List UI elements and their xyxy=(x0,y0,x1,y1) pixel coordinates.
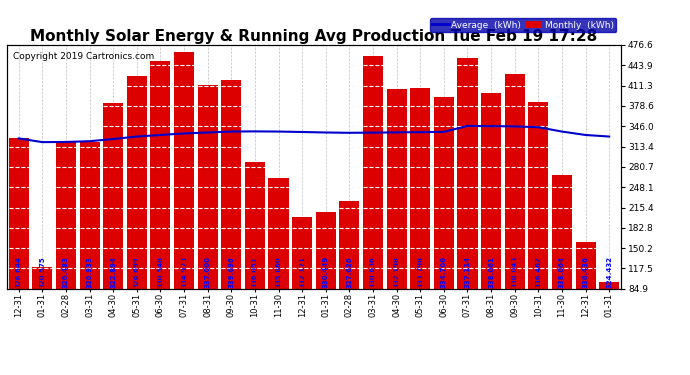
Bar xyxy=(599,282,619,289)
Text: 333.798: 333.798 xyxy=(417,255,423,288)
Text: 334.706: 334.706 xyxy=(441,255,447,288)
Text: 327.626: 327.626 xyxy=(346,256,353,288)
Text: 330.449: 330.449 xyxy=(323,255,328,288)
Text: 322.894: 322.894 xyxy=(110,256,116,288)
Bar xyxy=(316,213,336,289)
Text: 320.575: 320.575 xyxy=(39,256,46,288)
Bar xyxy=(56,142,76,289)
Text: Copyright 2019 Cartronics.com: Copyright 2019 Cartronics.com xyxy=(13,53,155,61)
Bar xyxy=(9,138,29,289)
Text: 339.696: 339.696 xyxy=(228,256,235,288)
Text: 338.061: 338.061 xyxy=(488,256,494,288)
Bar xyxy=(174,52,194,289)
Bar xyxy=(481,93,501,289)
Bar xyxy=(197,85,218,289)
Bar xyxy=(529,102,549,289)
Text: 336.051: 336.051 xyxy=(252,256,258,288)
Bar xyxy=(150,61,170,289)
Text: 330.636: 330.636 xyxy=(370,256,376,288)
Bar xyxy=(552,175,572,289)
Bar xyxy=(457,58,477,289)
Bar xyxy=(339,201,359,289)
Bar xyxy=(79,142,99,289)
Text: 337.000: 337.000 xyxy=(205,255,210,288)
Text: 336.462: 336.462 xyxy=(535,256,542,288)
Text: 334.973: 334.973 xyxy=(181,255,187,288)
Text: 336.436: 336.436 xyxy=(582,256,589,288)
Bar xyxy=(292,217,312,289)
Bar xyxy=(386,89,406,289)
Bar xyxy=(575,242,595,289)
Text: 330.548: 330.548 xyxy=(157,255,164,288)
Text: 332.198: 332.198 xyxy=(393,256,400,288)
Text: 338.043: 338.043 xyxy=(512,255,518,288)
Bar xyxy=(434,97,454,289)
Text: 337.114: 337.114 xyxy=(464,255,471,288)
Text: 324.432: 324.432 xyxy=(607,255,612,288)
Text: 326.644: 326.644 xyxy=(16,256,21,288)
Bar xyxy=(363,56,383,289)
Bar xyxy=(410,88,431,289)
Bar xyxy=(245,162,265,289)
Text: 320.483: 320.483 xyxy=(63,255,69,288)
Bar xyxy=(32,267,52,289)
Text: 326.699: 326.699 xyxy=(134,256,140,288)
Bar xyxy=(268,178,288,289)
Bar xyxy=(221,80,242,289)
Text: 338.064: 338.064 xyxy=(559,255,565,288)
Bar xyxy=(127,76,147,289)
Bar xyxy=(103,103,124,289)
Text: 320.933: 320.933 xyxy=(86,256,92,288)
Legend: Average  (kWh), Monthly  (kWh): Average (kWh), Monthly (kWh) xyxy=(430,18,616,32)
Text: 332.171: 332.171 xyxy=(299,256,305,288)
Text: 335.860: 335.860 xyxy=(275,256,282,288)
Bar xyxy=(504,74,525,289)
Title: Monthly Solar Energy & Running Avg Production Tue Feb 19 17:28: Monthly Solar Energy & Running Avg Produ… xyxy=(30,29,598,44)
